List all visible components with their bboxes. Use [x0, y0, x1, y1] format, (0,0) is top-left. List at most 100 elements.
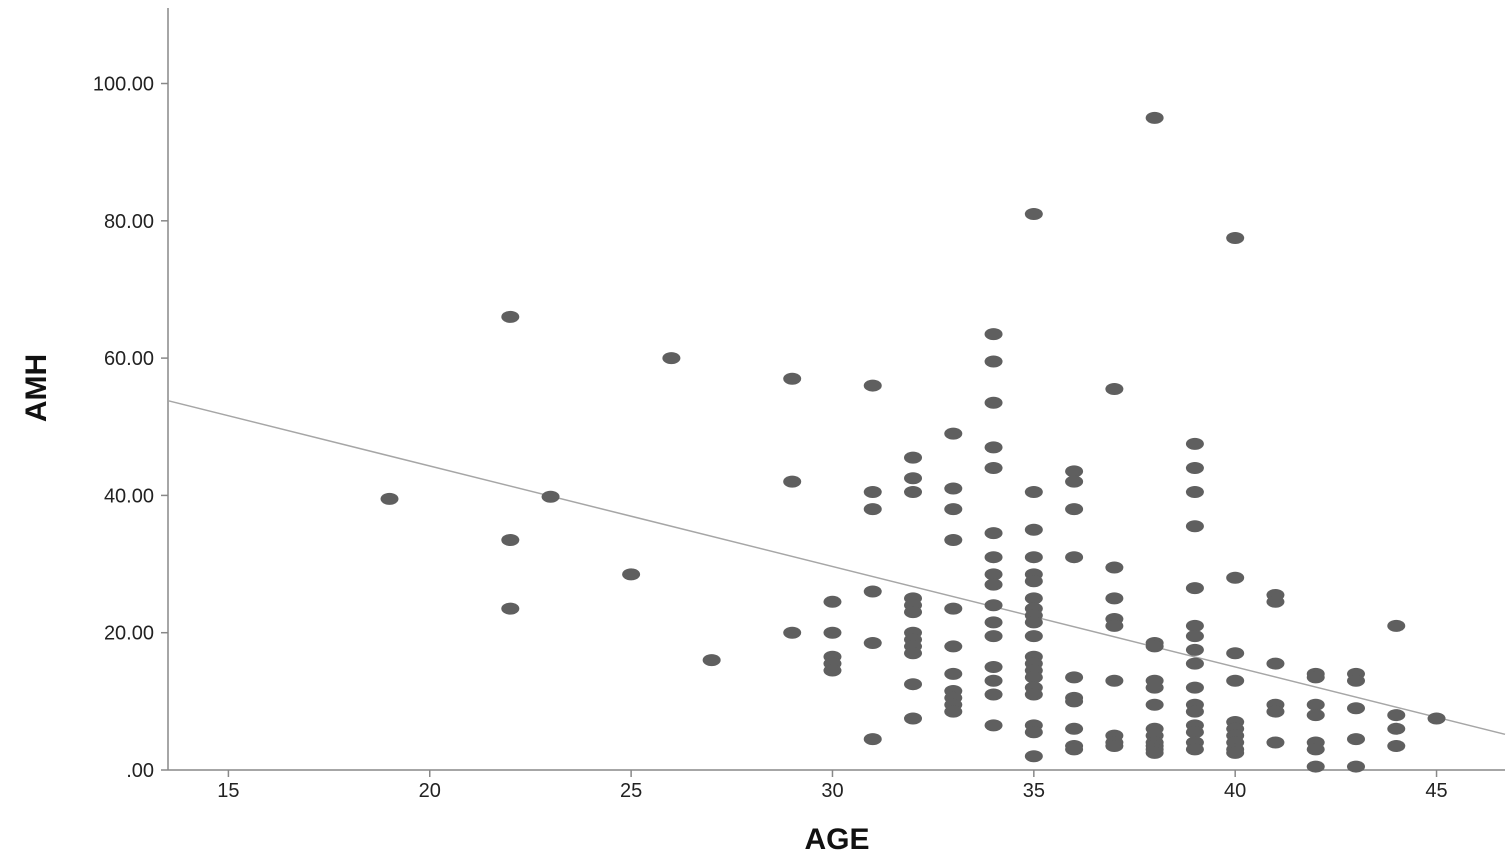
data-point — [904, 712, 923, 725]
x-tick-label: 35 — [1023, 780, 1045, 802]
y-tick-label: .00 — [126, 760, 154, 782]
data-point — [501, 602, 520, 615]
data-point — [1024, 671, 1043, 684]
data-points — [380, 111, 1446, 773]
data-point — [1226, 674, 1245, 687]
data-point — [823, 664, 842, 677]
data-point — [1105, 619, 1124, 632]
data-point — [1024, 750, 1043, 763]
data-point — [944, 503, 963, 516]
data-point — [984, 599, 1003, 612]
y-tick-label: 80.00 — [104, 211, 154, 233]
data-point — [1266, 705, 1285, 718]
data-point — [984, 688, 1003, 701]
data-point — [944, 705, 963, 718]
data-point — [1306, 760, 1325, 773]
data-point — [984, 396, 1003, 409]
data-point — [984, 461, 1003, 474]
data-point — [1226, 231, 1245, 244]
x-axis-title: AGE — [804, 823, 869, 856]
data-point — [1024, 551, 1043, 564]
y-tick-label: 20.00 — [104, 623, 154, 645]
x-tick-label: 40 — [1224, 780, 1246, 802]
data-point — [984, 616, 1003, 629]
data-point — [1306, 698, 1325, 711]
y-axis-title: AMH — [20, 354, 53, 422]
data-point — [1105, 739, 1124, 752]
data-point — [541, 490, 560, 503]
data-point — [984, 674, 1003, 687]
data-point — [1145, 640, 1164, 653]
data-point — [783, 475, 802, 488]
data-point — [1185, 485, 1204, 498]
data-point — [944, 640, 963, 653]
data-point — [944, 534, 963, 547]
data-point — [1024, 523, 1043, 536]
data-point — [1226, 571, 1245, 584]
data-point — [984, 527, 1003, 540]
data-point — [1024, 485, 1043, 498]
data-point — [1306, 743, 1325, 756]
data-point — [1105, 674, 1124, 687]
data-point — [1024, 592, 1043, 605]
data-point — [984, 551, 1003, 564]
data-point — [984, 355, 1003, 368]
data-point — [984, 578, 1003, 591]
x-tick-label: 25 — [620, 780, 642, 802]
data-point — [1024, 630, 1043, 643]
data-point — [1185, 705, 1204, 718]
data-point — [863, 485, 882, 498]
data-point — [1226, 746, 1245, 759]
data-point — [1065, 551, 1084, 564]
data-point — [1266, 657, 1285, 670]
y-tick-label: 60.00 — [104, 348, 154, 370]
y-tick-label: 100.00 — [93, 74, 154, 96]
data-point — [1065, 722, 1084, 735]
data-point — [944, 482, 963, 495]
data-point — [904, 485, 923, 498]
data-point — [944, 667, 963, 680]
data-point — [1226, 647, 1245, 660]
data-point — [1185, 657, 1204, 670]
data-point — [984, 328, 1003, 341]
data-point — [984, 441, 1003, 454]
data-point — [622, 568, 641, 581]
data-point — [1065, 671, 1084, 684]
x-axis-ticks: 15 20 25 30 35 40 45 — [217, 770, 1448, 802]
data-point — [904, 451, 923, 464]
data-point — [1065, 503, 1084, 516]
data-point — [1346, 674, 1365, 687]
data-point — [1185, 681, 1204, 694]
data-point — [1185, 726, 1204, 739]
data-point — [944, 427, 963, 440]
data-point — [823, 626, 842, 639]
data-point — [1145, 746, 1164, 759]
data-point — [984, 719, 1003, 732]
data-point — [984, 630, 1003, 643]
data-point — [1065, 465, 1084, 478]
data-point — [1306, 671, 1325, 684]
data-point — [1185, 437, 1204, 450]
data-point — [1387, 709, 1406, 722]
data-point — [1024, 575, 1043, 588]
data-point — [984, 661, 1003, 674]
data-point — [1185, 630, 1204, 643]
data-point — [662, 352, 681, 365]
data-point — [1065, 695, 1084, 708]
y-tick-label: 40.00 — [104, 485, 154, 507]
data-point — [1427, 712, 1446, 725]
data-point — [1185, 461, 1204, 474]
data-point — [1185, 520, 1204, 533]
data-point — [1105, 561, 1124, 574]
data-point — [1024, 207, 1043, 220]
data-point — [1266, 595, 1285, 608]
data-point — [1266, 736, 1285, 749]
data-point — [1185, 619, 1204, 632]
data-point — [904, 678, 923, 691]
data-point — [1346, 733, 1365, 746]
data-point — [863, 379, 882, 392]
regression-line — [167, 399, 1506, 736]
data-point — [783, 626, 802, 639]
data-point — [783, 372, 802, 385]
